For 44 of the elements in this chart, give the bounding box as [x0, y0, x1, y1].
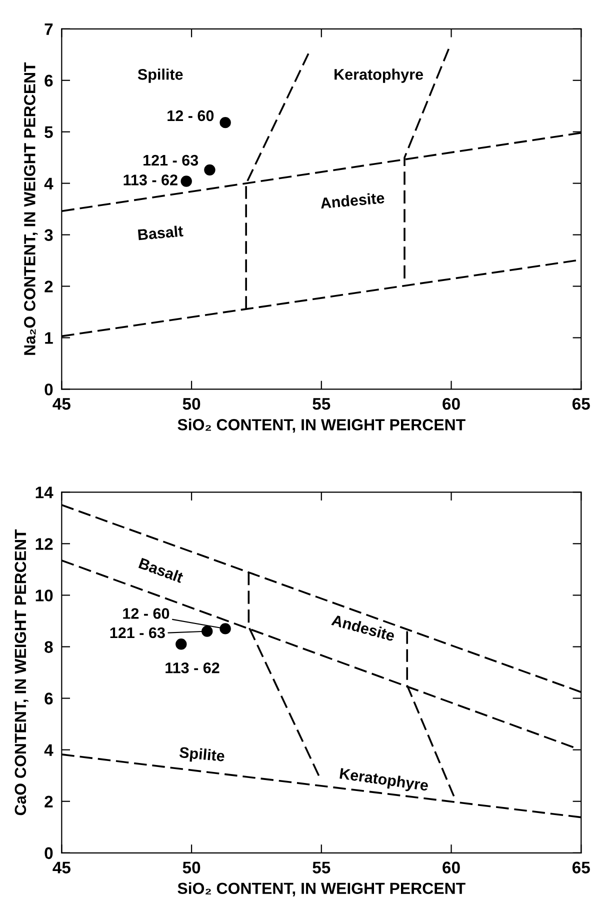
y-tick-label: 2 [44, 280, 53, 292]
x-axis-title: SiO₂ CONTENT, IN WEIGHT PERCENT [178, 418, 466, 433]
y-tick-label: 5 [44, 126, 53, 138]
annotation: Andesite [320, 192, 385, 209]
x-tick-label: 55 [312, 398, 330, 410]
annotation: Keratophyre [334, 68, 424, 83]
y-tick-label: 1 [45, 332, 53, 344]
y-tick-label: 6 [44, 74, 53, 87]
y-axis-title: Na₂O CONTENT, IN WEIGHT PERCENT [24, 62, 38, 355]
annotation: Andesite [331, 614, 396, 642]
annotation: 113 - 62 [166, 662, 220, 674]
x-tick-label: 60 [442, 398, 460, 410]
x-tick-label: 45 [52, 398, 70, 410]
annotation: Basalt [138, 225, 184, 240]
annotation: 12 - 60 [168, 110, 214, 122]
y-tick-label: 12 [36, 538, 53, 550]
y-tick-label: 0 [44, 847, 53, 860]
y-axis-title: CaO CONTENT, IN WEIGHT PERCENT [14, 529, 28, 816]
annotation: Spilite [178, 746, 225, 765]
y-tick-label: 4 [44, 744, 54, 756]
x-tick-label: 65 [572, 862, 590, 874]
y-tick-label: 10 [36, 590, 53, 602]
x-tick-label: 60 [442, 862, 460, 874]
annotation: Basalt [138, 557, 184, 584]
annotation: Keratophyre [339, 768, 429, 794]
y-tick-label: 0 [44, 384, 53, 396]
x-tick-label: 50 [182, 862, 200, 874]
annotation: Spilite [138, 68, 183, 83]
x-tick-label: 45 [52, 862, 70, 874]
x-tick-label: 55 [312, 862, 330, 874]
x-tick-label: 65 [572, 398, 590, 410]
y-tick-label: 6 [44, 692, 53, 704]
x-axis-title: SiO₂ CONTENT, IN WEIGHT PERCENT [178, 882, 466, 896]
annotation: 121 - 63 [110, 627, 165, 638]
annotation: 113 - 62 [124, 174, 178, 186]
y-tick-label: 14 [36, 486, 54, 498]
y-tick-label: 3 [44, 229, 53, 242]
y-tick-label: 7 [44, 23, 53, 35]
y-tick-label: 4 [44, 178, 54, 190]
y-tick-label: 2 [44, 796, 53, 808]
y-tick-label: 8 [44, 641, 53, 653]
x-tick-label: 50 [182, 398, 200, 410]
annotation: 12 - 60 [123, 608, 170, 619]
annotation: 121 - 63 [144, 154, 198, 166]
